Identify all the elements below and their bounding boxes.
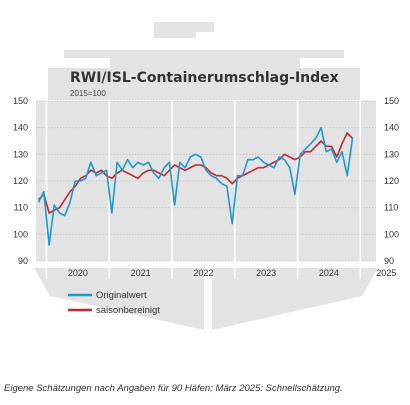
ship-title-block [48, 68, 360, 100]
x-tick-2022: 2022 [193, 268, 213, 278]
grid-lines [36, 100, 376, 262]
footer-note: Eigene Schätzungen nach Angaben für 90 H… [4, 383, 343, 394]
y-axis-right: 90 100 110 120 130 140 150 [384, 96, 399, 266]
x-axis-year-labels: 2020 2021 2022 2023 2024 2025 [68, 268, 396, 278]
y-tick-left-150: 150 [13, 96, 28, 106]
y-tick-right-100: 100 [384, 229, 399, 239]
y-tick-left-110: 110 [14, 203, 28, 213]
y-tick-left-100: 100 [13, 229, 28, 239]
y-tick-right-130: 130 [384, 149, 399, 159]
y-tick-right-150: 150 [384, 96, 399, 106]
y-tick-right-120: 120 [384, 176, 399, 186]
y-axis-left: 90 100 110 120 130 140 150 [13, 96, 28, 266]
x-tick-2025: 2025 [376, 268, 396, 278]
x-tick-2021: 2021 [131, 268, 151, 278]
legend-label-original: Originalwert [96, 290, 147, 301]
series-line-original [37, 126, 354, 246]
x-tick-2023: 2023 [256, 268, 276, 278]
chart-subtitle: 2015=100 [70, 89, 106, 98]
y-tick-right-110: 110 [384, 203, 398, 213]
legend-label-seasonal: saisonbereinigt [96, 305, 160, 316]
y-tick-left-130: 130 [13, 149, 28, 159]
x-tick-2020: 2020 [68, 268, 88, 278]
y-tick-left-90: 90 [18, 256, 28, 266]
x-tick-2024: 2024 [319, 268, 339, 278]
ship-bridge-shape [154, 22, 214, 38]
y-tick-right-140: 140 [384, 123, 399, 133]
ship-superstructure-shape [64, 50, 344, 68]
series-lines [37, 126, 354, 246]
ship-hull-right [212, 268, 378, 330]
ship-hull-left [34, 268, 204, 330]
ship-silhouette [34, 22, 378, 330]
y-tick-left-140: 140 [13, 123, 28, 133]
chart-title: RWI/ISL-Containerumschlag-Index [70, 70, 339, 86]
y-tick-left-120: 120 [13, 176, 28, 186]
y-tick-right-90: 90 [384, 256, 394, 266]
